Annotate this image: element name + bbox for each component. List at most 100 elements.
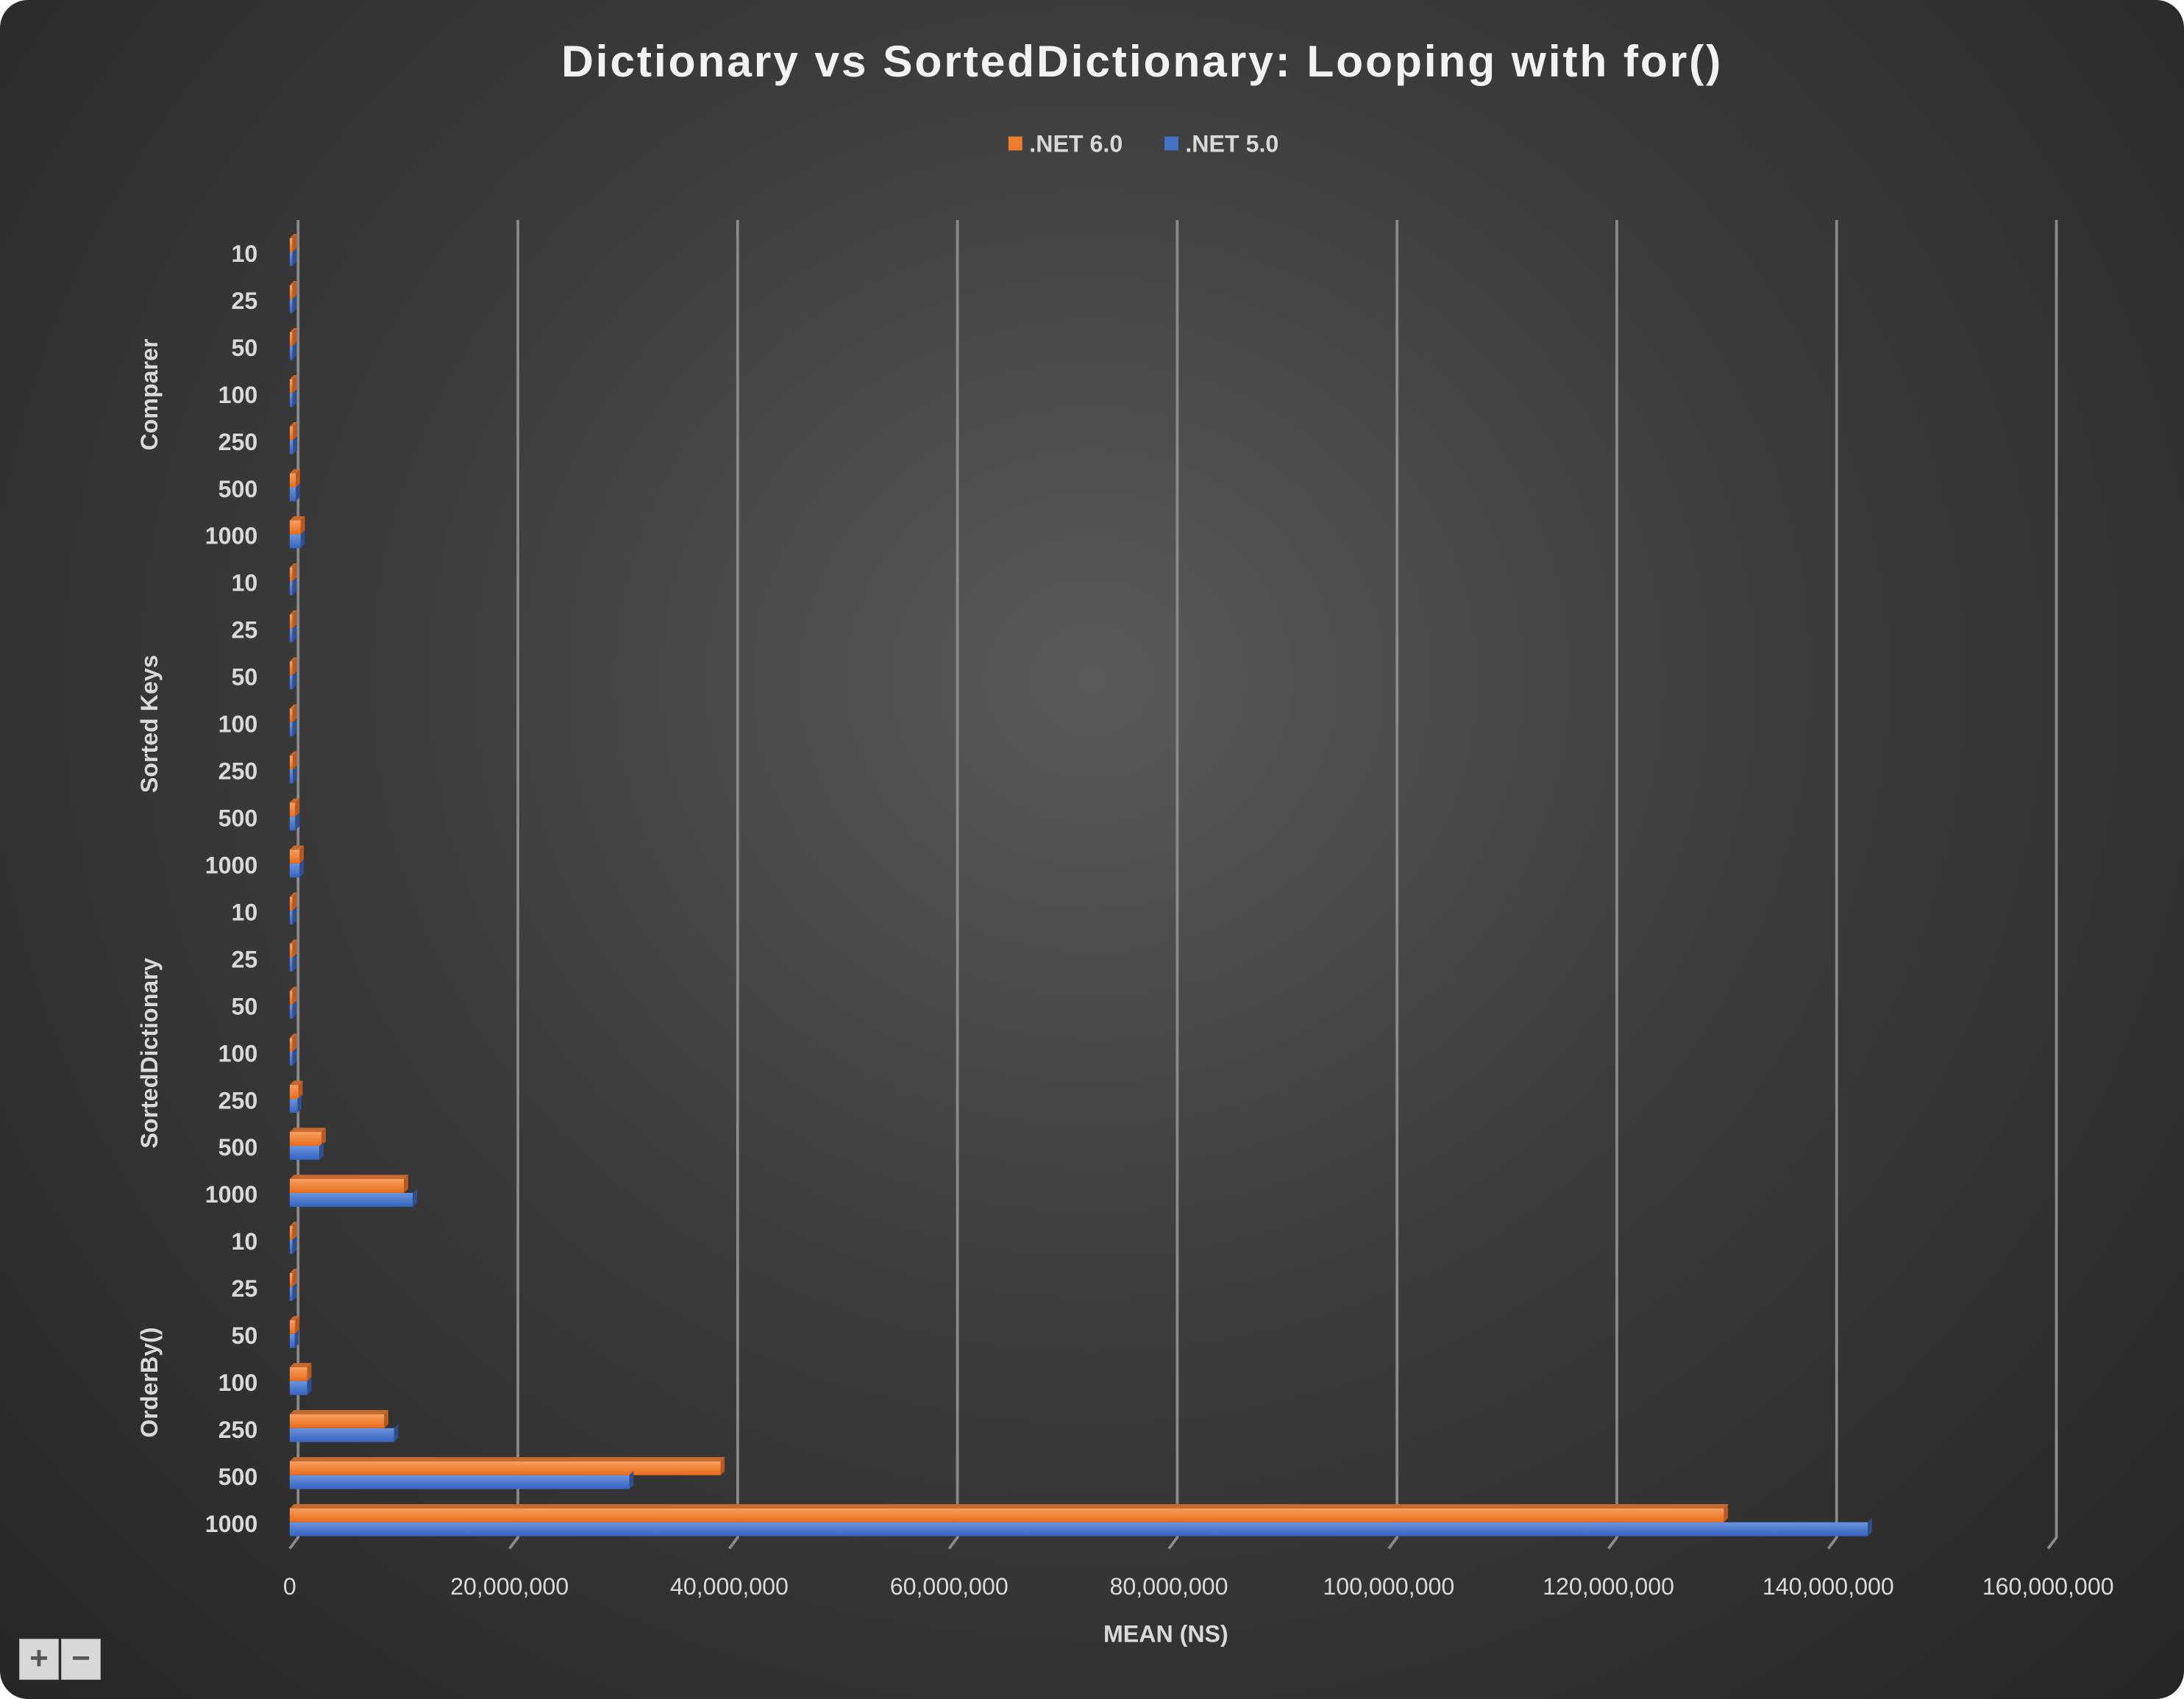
gridline xyxy=(288,220,300,1550)
bar-net6 xyxy=(289,704,297,723)
group-label: Sorted Keys xyxy=(136,655,163,793)
y-tick-label: 250 xyxy=(218,429,258,455)
x-tick-label: 0 xyxy=(283,1573,296,1600)
bar-net6 xyxy=(289,469,300,488)
group-label: Comparer xyxy=(136,338,163,450)
y-tick-label: 500 xyxy=(218,1464,258,1490)
bar-net6 xyxy=(289,234,297,252)
gridline xyxy=(1826,220,1838,1550)
bar-net5 xyxy=(289,294,297,313)
y-tick-label: 1000 xyxy=(205,852,258,878)
x-tick-label: 160,000,000 xyxy=(1982,1573,2114,1600)
bar-net5 xyxy=(289,718,297,737)
y-tick-label: 10 xyxy=(232,1228,258,1255)
bar-net6 xyxy=(289,1457,725,1475)
bar-net5 xyxy=(289,1517,1872,1536)
legend-label-net5: .NET 5.0 xyxy=(1185,130,1278,157)
bar-net6 xyxy=(289,1128,326,1146)
bar-net5 xyxy=(289,1189,417,1207)
bar-net5 xyxy=(289,1236,297,1254)
bar-net5 xyxy=(289,577,297,596)
bar-net6 xyxy=(289,657,297,676)
y-tick-label: 1000 xyxy=(205,1511,258,1537)
legend-label-net6: .NET 6.0 xyxy=(1029,130,1123,157)
legend: .NET 6.0 .NET 5.0 xyxy=(1008,130,1278,157)
group-label: OrderBy() xyxy=(136,1328,163,1438)
y-tick-label: 50 xyxy=(232,335,258,361)
zoom-in-button[interactable]: + xyxy=(19,1639,59,1680)
bar-net6 xyxy=(289,751,297,770)
bar-net6 xyxy=(289,328,297,346)
bar-net5 xyxy=(289,671,297,690)
y-tick-label: 25 xyxy=(232,617,258,644)
x-tick-label: 60,000,000 xyxy=(890,1573,1009,1600)
bar-net6 xyxy=(289,1269,297,1287)
y-tick-label: 25 xyxy=(232,1275,258,1302)
y-tick-label: 500 xyxy=(218,1134,258,1161)
y-tick-label: 100 xyxy=(218,711,258,738)
bar-net5 xyxy=(289,1424,399,1442)
y-tick-label: 500 xyxy=(218,805,258,831)
bar-net5 xyxy=(289,1000,297,1019)
bar-net6 xyxy=(289,281,297,299)
x-tick-label: 40,000,000 xyxy=(670,1573,789,1600)
bar-net5 xyxy=(289,1377,312,1395)
gridline xyxy=(728,220,739,1550)
bar-net5 xyxy=(289,953,297,972)
bar-net6 xyxy=(289,1033,297,1052)
bar-net5 xyxy=(289,341,297,360)
bar-net6 xyxy=(289,1504,1729,1522)
y-tick-label: 250 xyxy=(218,1417,258,1443)
y-tick-label: 10 xyxy=(232,899,258,925)
x-tick-label: 120,000,000 xyxy=(1543,1573,1674,1600)
y-tick-label: 100 xyxy=(218,1040,258,1066)
legend-swatch-net6 xyxy=(1008,136,1022,151)
bar-net5 xyxy=(289,1330,299,1348)
bar-net6 xyxy=(289,610,297,629)
bar-net5 xyxy=(289,1471,634,1489)
y-tick-label: 25 xyxy=(232,946,258,972)
bar-net6 xyxy=(289,1175,408,1193)
bar-net5 xyxy=(289,812,300,831)
bar-net6 xyxy=(289,1316,300,1334)
x-tick-label: 100,000,000 xyxy=(1323,1573,1454,1600)
x-tick-label: 80,000,000 xyxy=(1110,1573,1228,1600)
bar-net6 xyxy=(289,939,297,958)
bar-net6 xyxy=(289,798,300,817)
bar-net5 xyxy=(289,906,297,925)
bar-net6 xyxy=(289,892,297,911)
y-tick-label: 500 xyxy=(218,476,258,502)
bar-net5 xyxy=(289,859,305,878)
y-tick-label: 1000 xyxy=(205,1181,258,1208)
zoom-out-button[interactable]: − xyxy=(61,1639,101,1680)
bar-net6 xyxy=(289,374,297,393)
bar-net5 xyxy=(289,388,297,407)
bar-net5 xyxy=(289,248,297,266)
gridline xyxy=(2046,220,2058,1550)
bar-net5 xyxy=(289,1283,297,1301)
x-axis-title: MEAN (NS) xyxy=(1103,1620,1228,1647)
bar-net5 xyxy=(289,624,297,643)
group-label: SortedDictionary xyxy=(136,958,163,1148)
y-tick-label: 100 xyxy=(218,382,258,408)
bar-net5 xyxy=(289,482,300,502)
y-tick-label: 250 xyxy=(218,758,258,785)
gridline xyxy=(1167,220,1179,1550)
bar-net5 xyxy=(289,530,305,549)
y-tick-label: 25 xyxy=(232,288,258,314)
y-tick-label: 10 xyxy=(232,570,258,596)
legend-swatch-net5 xyxy=(1164,136,1178,151)
y-tick-label: 100 xyxy=(218,1369,258,1396)
gridline xyxy=(1387,220,1399,1550)
y-tick-label: 1000 xyxy=(205,523,258,549)
gridline xyxy=(947,220,959,1550)
bar-net6 xyxy=(289,845,305,864)
zoom-controls: + − xyxy=(19,1639,101,1680)
bar-net5 xyxy=(289,765,297,784)
gridline xyxy=(508,220,519,1550)
bar-net6 xyxy=(289,516,305,535)
bar-net5 xyxy=(289,1047,297,1066)
chart-title: Dictionary vs SortedDictionary: Looping … xyxy=(561,36,1723,86)
bar-net6 xyxy=(289,563,297,582)
